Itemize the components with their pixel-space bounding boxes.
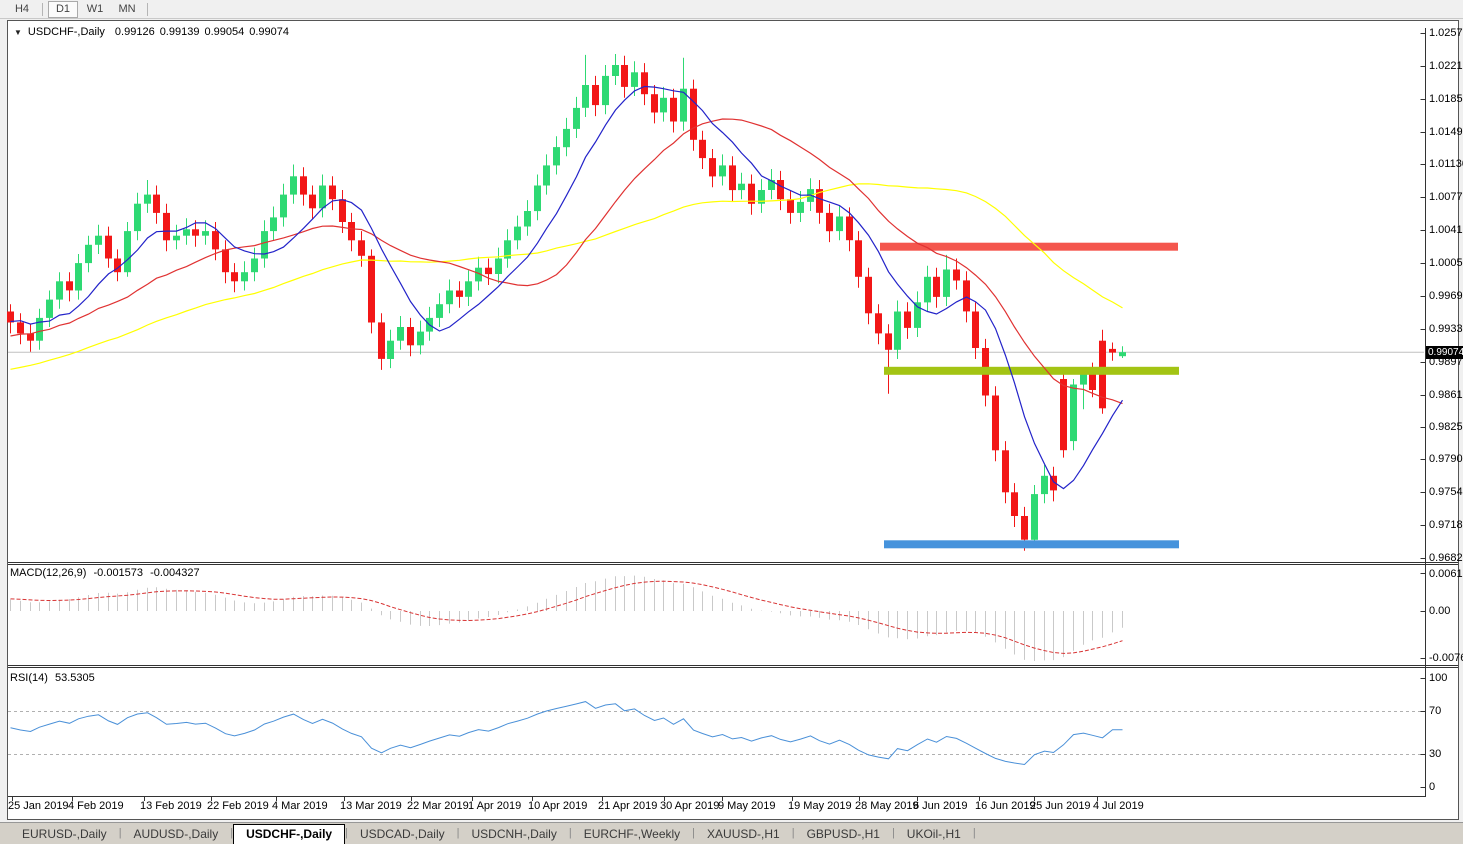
timeframe-button-d1[interactable]: D1 [48,0,78,18]
chart-title: ▼ USDCHF-,Daily 0.99126 0.99139 0.99054 … [14,26,294,38]
date-axis-label: 13 Feb 2019 [140,800,202,812]
price-axis-label: 1.00770 [1429,191,1463,203]
date-axis-label: 9 May 2019 [718,800,776,812]
price-axis-label: 1.01130 [1429,158,1463,170]
tab-separator: | [692,826,696,839]
timeframe-button-w1[interactable]: W1 [86,2,104,15]
rsi-value: 53.5305 [54,672,95,684]
rsi-scale-label: 0 [1429,781,1436,793]
rsi-scale-label: 100 [1429,672,1448,684]
ohlc-low: 0.99054 [204,26,245,38]
date-axis-label: 19 May 2019 [788,800,852,812]
rsi-scale-label: 30 [1429,748,1442,760]
ohlc-open: 0.99126 [114,26,155,38]
tab-separator: | [791,826,795,839]
macd-signal-value: -0.004327 [150,567,200,579]
chart-tab-audusd-daily[interactable]: AUDUSD-,Daily [133,827,219,841]
ohlc-close: 0.99074 [249,26,289,38]
tab-separator: | [345,826,348,839]
macd-name: MACD(12,26,9) [10,567,87,579]
timeframe-button-mn[interactable]: MN [118,2,136,15]
chart-tab-eurusd-daily[interactable]: EURUSD-,Daily [22,827,107,841]
support-line[interactable] [884,540,1179,549]
date-axis-label: 30 Apr 2019 [660,800,720,812]
date-axis-label: 22 Mar 2019 [407,800,469,812]
date-axis-label: 10 Apr 2019 [528,800,588,812]
price-axis-label: 1.02570 [1429,27,1463,39]
tab-separator: | [568,826,572,839]
tab-separator: | [230,826,234,839]
tab-separator: | [891,826,895,839]
price-axis-label: 1.02210 [1429,60,1463,72]
date-axis-label: 28 May 2019 [855,800,919,812]
chart-tab-xauusd-h1[interactable]: XAUUSD-,H1 [707,827,780,841]
mid-level-line[interactable] [884,366,1179,375]
tab-separator: | [972,826,976,839]
price-axis-label: 1.00410 [1429,224,1463,236]
tab-separator: | [118,826,122,839]
toolbar-separator [42,2,43,16]
date-axis-label: 13 Mar 2019 [340,800,402,812]
date-axis-label: 4 Feb 2019 [68,800,124,812]
price-axis-label: 1.01850 [1429,93,1463,105]
price-axis-label: 1.01490 [1429,126,1463,138]
rsi-scale-label: 70 [1429,705,1442,717]
chart-tab-ukoil-h1[interactable]: UKOil-,H1 [906,827,961,841]
date-axis-label: 21 Apr 2019 [598,800,658,812]
macd-scale-label: 0.00 [1429,605,1451,617]
date-axis-label: 16 Jun 2019 [975,800,1036,812]
ohlc-high: 0.99139 [159,26,200,38]
date-axis-label: 6 Jun 2019 [913,800,968,812]
date-axis-label: 22 Feb 2019 [207,800,269,812]
date-axis-label: 25 Jan 2019 [8,800,69,812]
date-axis-label: 4 Mar 2019 [272,800,328,812]
tab-separator: | [456,826,460,839]
chart-tab-gbpusd-h1[interactable]: GBPUSD-,H1 [806,827,880,841]
timeframe-toolbar: H4 D1 W1 MN [0,0,1463,19]
current-price-tag: 0.99074 [1426,346,1463,359]
chart-tab-usdchf-daily[interactable]: USDCHF-,Daily [233,824,346,844]
timeframe-button-h4[interactable]: H4 [14,2,30,15]
resistance-line[interactable] [880,242,1178,251]
chart-dropdown-icon[interactable]: ▼ [14,27,22,37]
chart-tab-eurchf-weekly[interactable]: EURCHF-,Weekly [583,827,681,841]
macd-scale-label: -0.007612 [1429,652,1463,664]
macd-label: MACD(12,26,9) -0.001573 -0.004327 [10,567,204,579]
toolbar-separator [147,2,148,16]
date-axis-label: 1 Apr 2019 [468,800,522,812]
rsi-label: RSI(14) 53.5305 [10,672,99,684]
date-axis-label: 25 Jun 2019 [1030,800,1091,812]
chart-symbol: USDCHF-,Daily [27,26,105,38]
macd-main-value: -0.001573 [93,567,144,579]
date-axis-label: 4 Jul 2019 [1093,800,1144,812]
chart-tab-usdcnh-daily[interactable]: USDCNH-,Daily [471,827,557,841]
macd-scale-label: 0.00613 [1429,568,1463,580]
chart-tab-bar: EURUSD-,Daily | AUDUSD-,Daily | USDCHF-,Dail… [0,822,1463,844]
chart-tab-usdcad-daily[interactable]: USDCAD-,Daily [359,827,445,841]
rsi-name: RSI(14) [10,672,48,684]
